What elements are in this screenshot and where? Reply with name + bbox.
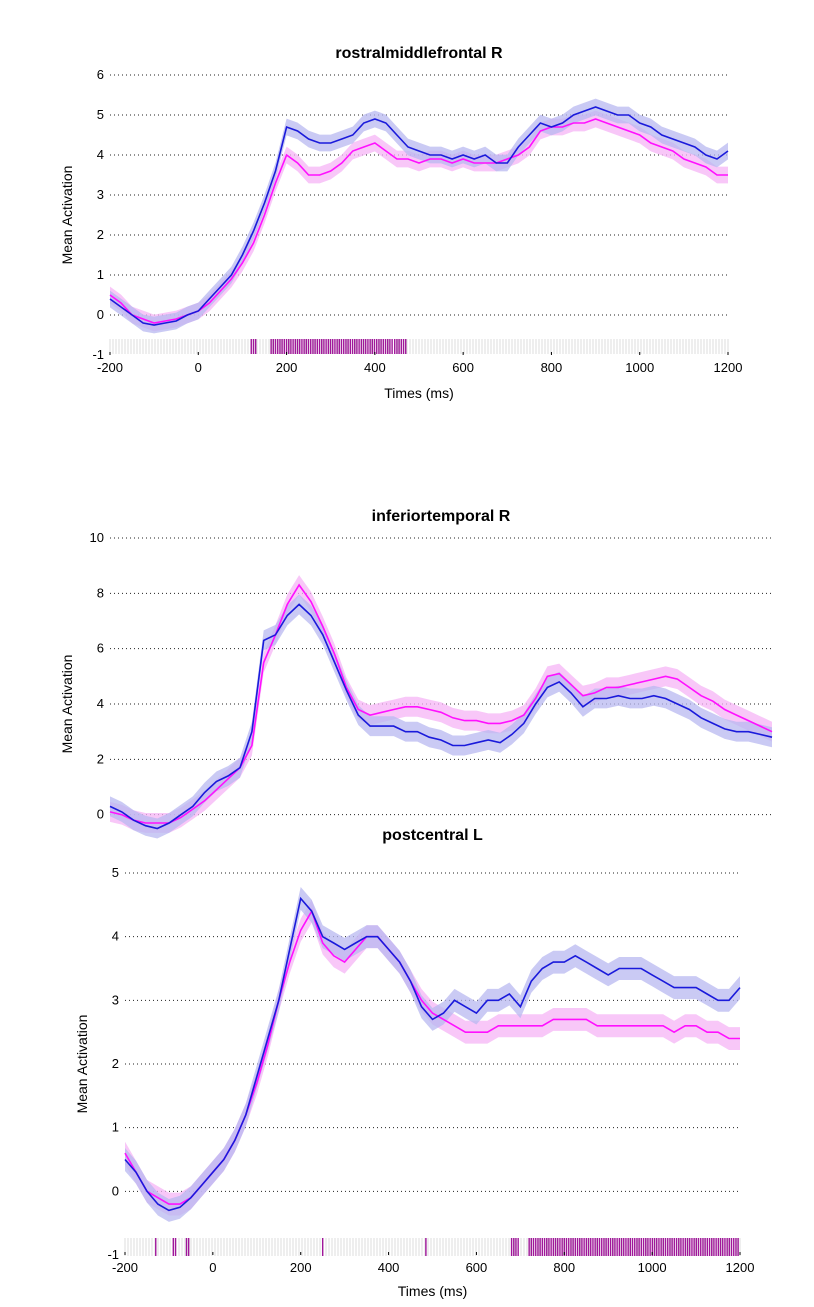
x-tick-label: 1200 <box>714 360 743 375</box>
y-tick-label: 1 <box>112 1120 119 1135</box>
x-tick-label: 1200 <box>726 1260 755 1275</box>
y-tick-label: -1 <box>107 1247 119 1262</box>
chart-title: inferiortemporal R <box>372 508 511 525</box>
chart-panel-rostralmiddlefrontal: rostralmiddlefrontal R -1 0 1 2 3 4 5 6 -200 0 200 4… <box>0 0 814 420</box>
x-tick-label: 1000 <box>638 1260 667 1275</box>
x-tick-label: 800 <box>553 1260 575 1275</box>
y-tick-label: 6 <box>97 641 104 656</box>
y-tick-label: 5 <box>97 107 104 122</box>
y-tick-label: 2 <box>112 1056 119 1071</box>
y-axis-label: Mean Activation <box>74 1015 90 1114</box>
chart-rostralmiddlefrontal: rostralmiddlefrontal R -1 0 1 2 3 4 5 6 -200 0 200 4… <box>59 45 743 401</box>
x-tick-label: 600 <box>466 1260 488 1275</box>
y-tick-label: -1 <box>92 347 104 362</box>
y-tick-label: 0 <box>97 307 104 322</box>
x-tick-label: 0 <box>209 1260 216 1275</box>
y-tick-label: 0 <box>97 807 104 822</box>
x-axis-label: Times (ms) <box>384 385 453 401</box>
x-tick-label: 0 <box>195 360 202 375</box>
chart-inferiortemporal: inferiortemporal R-20246810-200020040060… <box>59 508 786 912</box>
x-tick-label: 600 <box>452 360 474 375</box>
blue-series-band <box>125 887 740 1222</box>
chart-postcentral: postcentral L -1 0 1 2 3 4 5 -200 0 200 400 600 800 10… <box>74 827 755 1299</box>
y-tick-label: 10 <box>90 530 104 545</box>
x-tick-label: 400 <box>378 1260 400 1275</box>
blue-series-line <box>109 106 729 326</box>
y-tick-label: 2 <box>97 751 104 766</box>
y-tick-label: 2 <box>97 227 104 242</box>
y-tick-label: 4 <box>97 696 104 711</box>
x-tick-label: -200 <box>97 360 123 375</box>
x-tick-label: -200 <box>112 1260 138 1275</box>
y-axis-label: Mean Activation <box>59 166 75 265</box>
x-tick-label: 400 <box>364 360 386 375</box>
y-tick-label: 6 <box>97 67 104 82</box>
y-tick-label: 8 <box>97 585 104 600</box>
blue-series-line <box>109 603 773 830</box>
blue-series-band <box>110 98 728 334</box>
blue-series-line <box>124 896 741 1212</box>
x-axis-label: Times (ms) <box>398 1283 467 1299</box>
chart-panel-postcentral: postcentral L -1 0 1 2 3 4 5 -200 0 200 400 600 800 10… <box>0 827 814 1302</box>
x-tick-label: 800 <box>541 360 563 375</box>
blue-series-band <box>110 594 772 839</box>
y-axis-label: Mean Activation <box>59 655 75 754</box>
chart-title: postcentral L <box>382 827 483 844</box>
chart-panel-inferiortemporal: inferiortemporal R-20246810-200020040060… <box>0 428 814 912</box>
y-tick-label: 3 <box>97 187 104 202</box>
y-tick-label: 3 <box>112 992 119 1007</box>
y-tick-label: 5 <box>112 865 119 880</box>
y-tick-label: 1 <box>97 267 104 282</box>
x-tick-label: 1000 <box>625 360 654 375</box>
x-tick-label: 200 <box>276 360 298 375</box>
y-tick-label: 4 <box>97 147 104 162</box>
x-tick-label: 200 <box>290 1260 312 1275</box>
magenta-series-line <box>109 583 773 824</box>
y-tick-label: 0 <box>112 1183 119 1198</box>
y-tick-label: 4 <box>112 929 119 944</box>
chart-title: rostralmiddlefrontal R <box>335 45 503 62</box>
magenta-series-line <box>109 118 728 324</box>
